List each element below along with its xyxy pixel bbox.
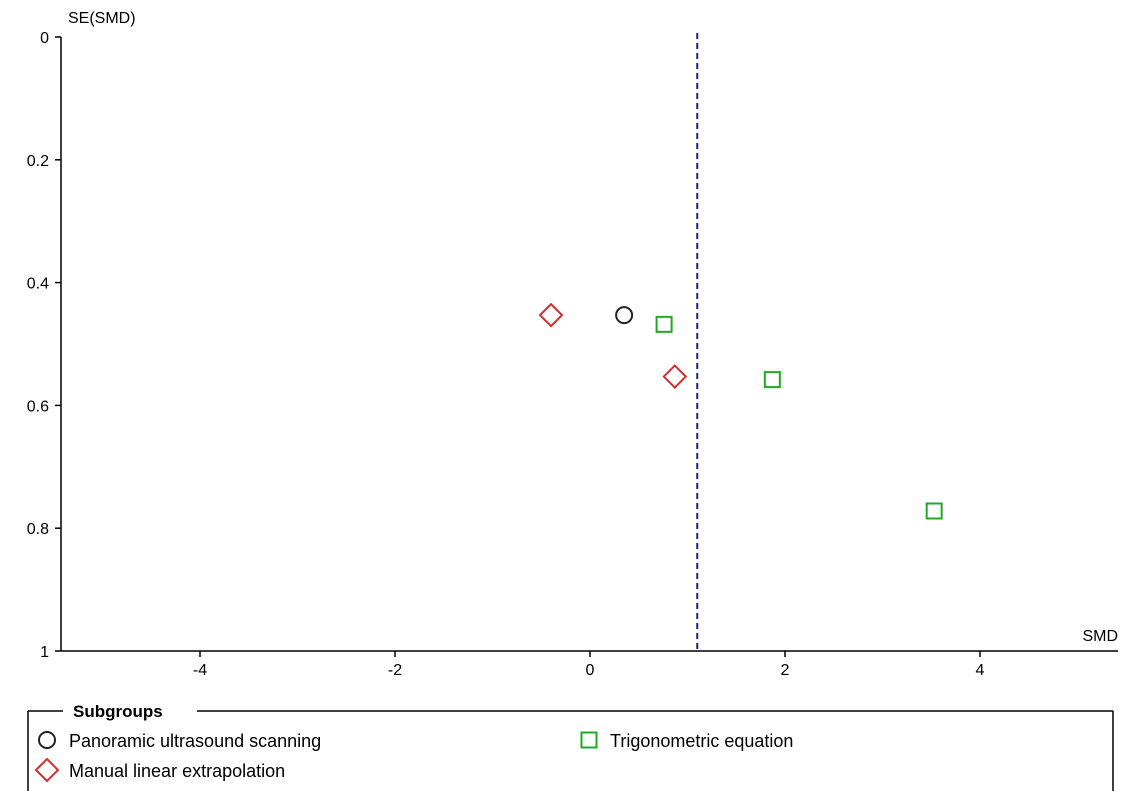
data-points xyxy=(538,302,943,520)
x-tick-label: 2 xyxy=(781,662,790,679)
study-point-circle xyxy=(615,306,634,325)
y-tick-label: 0 xyxy=(40,30,49,47)
y-tick-label: 0.6 xyxy=(27,398,49,415)
legend-title: Subgroups xyxy=(73,702,163,721)
legend-label: Trigonometric equation xyxy=(610,731,793,751)
legend: Subgroups Panoramic ultrasound scanning Tr… xyxy=(27,702,1114,791)
study-point-square xyxy=(925,502,943,520)
legend-label: Manual linear extrapolation xyxy=(69,761,285,781)
legend-marker-square xyxy=(580,731,598,749)
legend-marker-diamond xyxy=(34,757,60,783)
y-tick-label: 0.2 xyxy=(27,153,49,170)
y-axis-title: SE(SMD) xyxy=(68,10,136,27)
x-tick-label: -4 xyxy=(193,662,207,679)
axes: 0 0.2 0.4 0.6 0.8 1 -4 -2 0 2 4 SE(SMD) SMD xyxy=(27,10,1118,679)
y-tick-label: 1 xyxy=(40,644,49,661)
x-tick-label: 4 xyxy=(976,662,985,679)
y-tick-label: 0.8 xyxy=(27,521,49,538)
study-point-square xyxy=(763,371,781,389)
x-tick-label: -2 xyxy=(388,662,402,679)
x-tick-label: 0 xyxy=(586,662,595,679)
legend-marker-circle xyxy=(38,731,56,749)
x-axis-title: SMD xyxy=(1082,628,1118,645)
y-tick-label: 0.4 xyxy=(27,276,49,293)
study-point-diamond xyxy=(538,302,564,328)
legend-label: Panoramic ultrasound scanning xyxy=(69,731,321,751)
study-point-diamond xyxy=(662,364,688,389)
study-point-square xyxy=(655,315,673,333)
